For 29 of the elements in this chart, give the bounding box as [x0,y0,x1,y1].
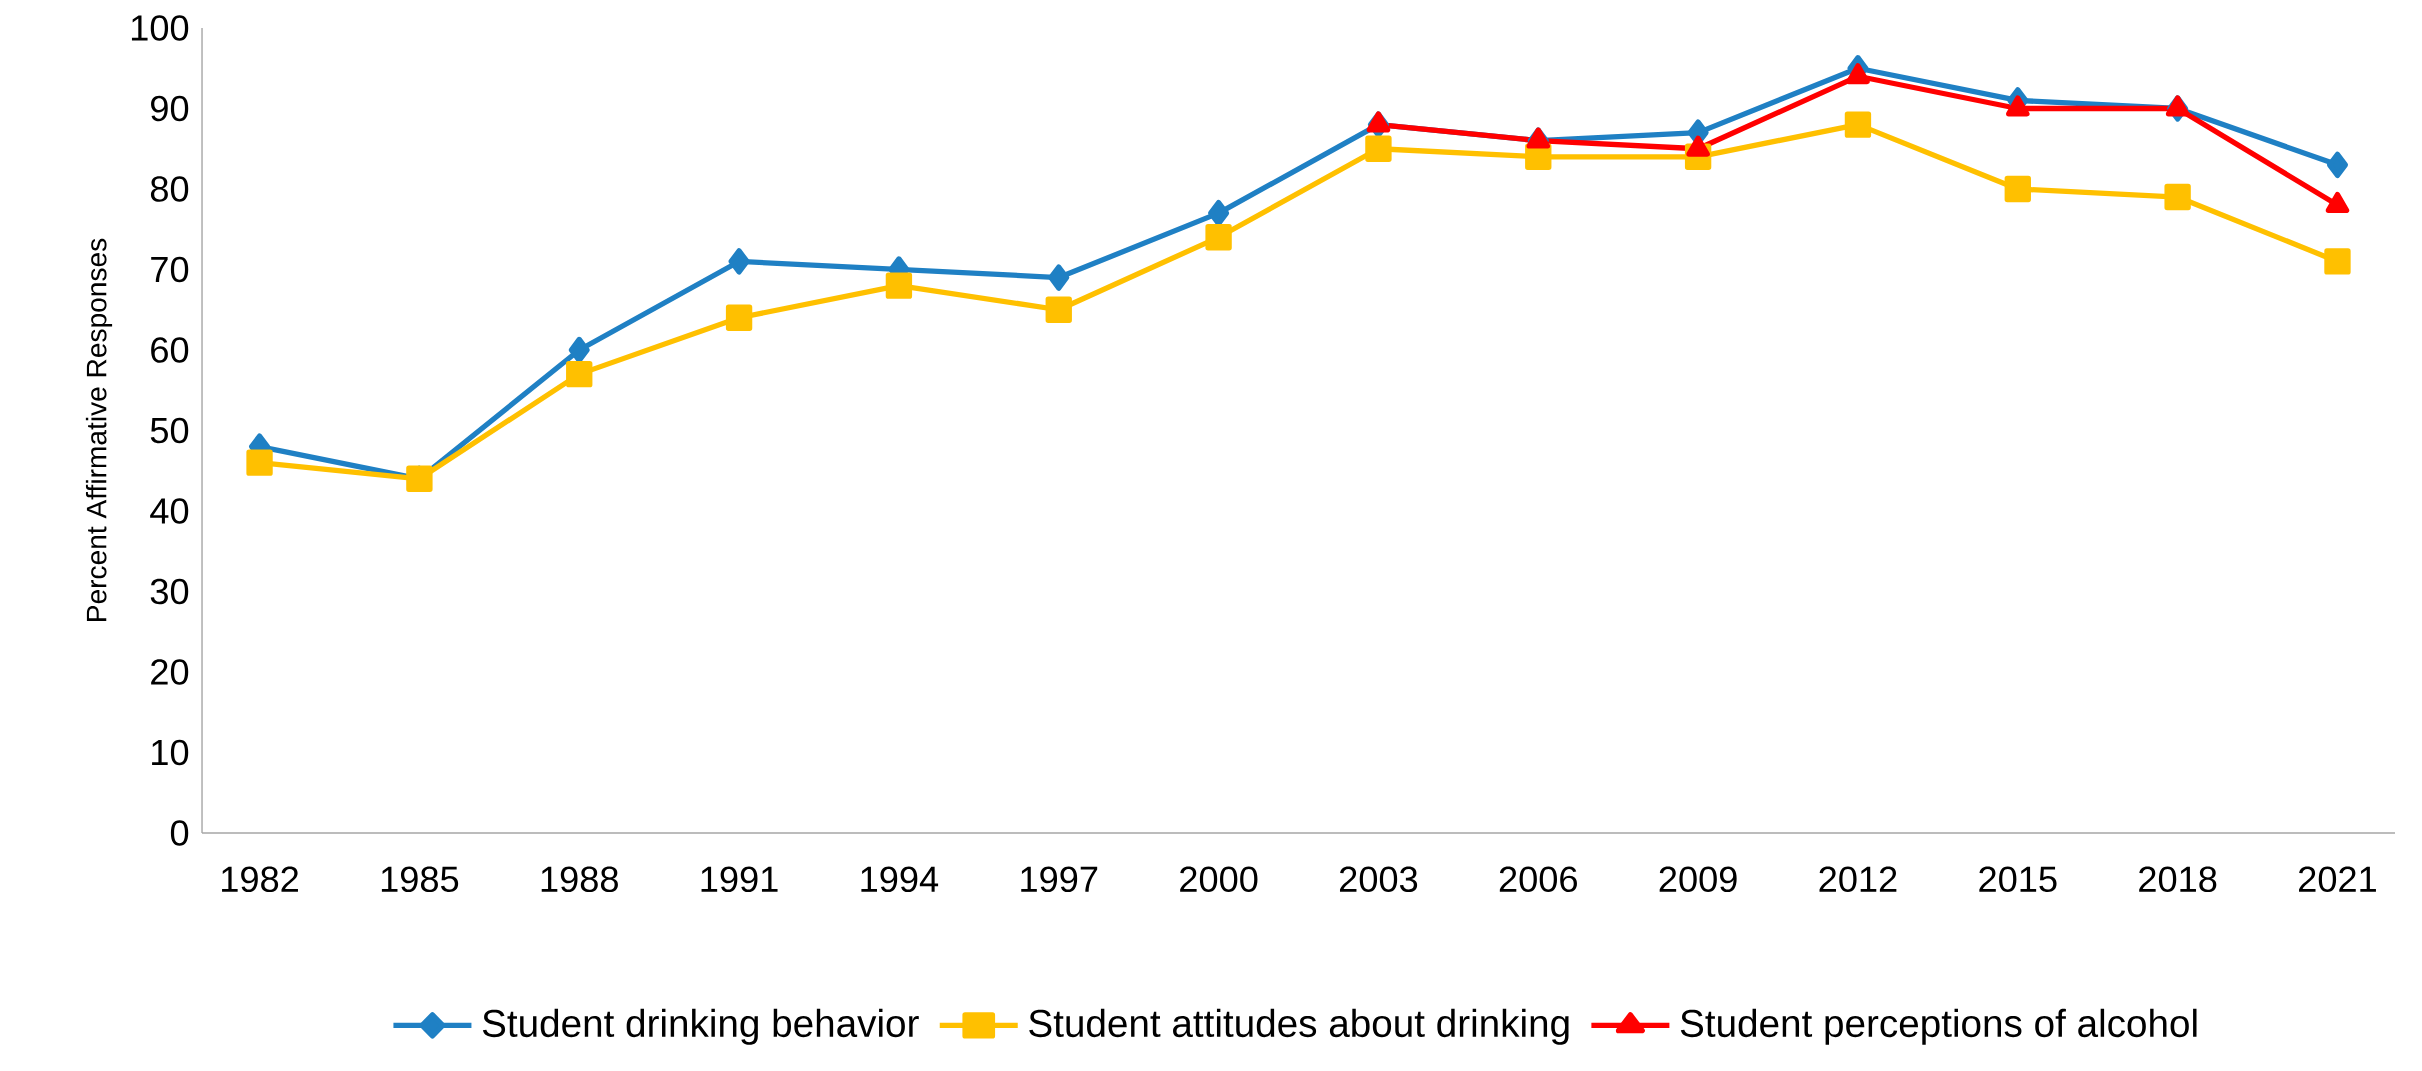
y-tick-label: 100 [131,15,189,41]
x-tick-label: 1997 [1021,866,1098,893]
y-tick-label: 30 [150,578,189,605]
x-tick-label: 2012 [1819,866,1897,893]
y-tick-label: 10 [152,739,189,766]
y-tick-label: 60 [151,337,189,363]
x-tick-label: 2015 [1979,866,2057,893]
x-tick-label: 2003 [1339,866,1418,893]
x-tick-label: 1988 [541,866,618,893]
y-tick-label: 20 [151,659,189,685]
x-tick-label: 1991 [701,866,778,893]
x-tick-label: 2000 [1180,866,1258,893]
y-tick-label: 90 [151,95,189,122]
x-tick-label: 1994 [861,866,939,893]
y-tick-label: 70 [151,256,189,283]
y-tick-label: 40 [150,498,189,524]
x-tick-label: 2006 [1499,866,1577,893]
x-tick-label: 2018 [2139,866,2217,893]
x-tick-label: 1982 [222,866,298,893]
x-tick-label: 2021 [2299,866,2376,893]
y-tick-label: 80 [150,176,189,202]
y-tick-label: 50 [150,417,189,444]
legend-label: Student drinking behavior [482,1008,919,1045]
y-tick-label: 0 [170,820,189,846]
legend-label: Student perceptions of alcohol [1680,1008,2197,1045]
legend-label: Student attitudes about drinking [1029,1008,1569,1045]
y-axis-title: Percent Affirmative Responses [85,238,113,621]
x-tick-label: 1985 [381,866,459,893]
x-tick-label: 2009 [1659,866,1737,893]
